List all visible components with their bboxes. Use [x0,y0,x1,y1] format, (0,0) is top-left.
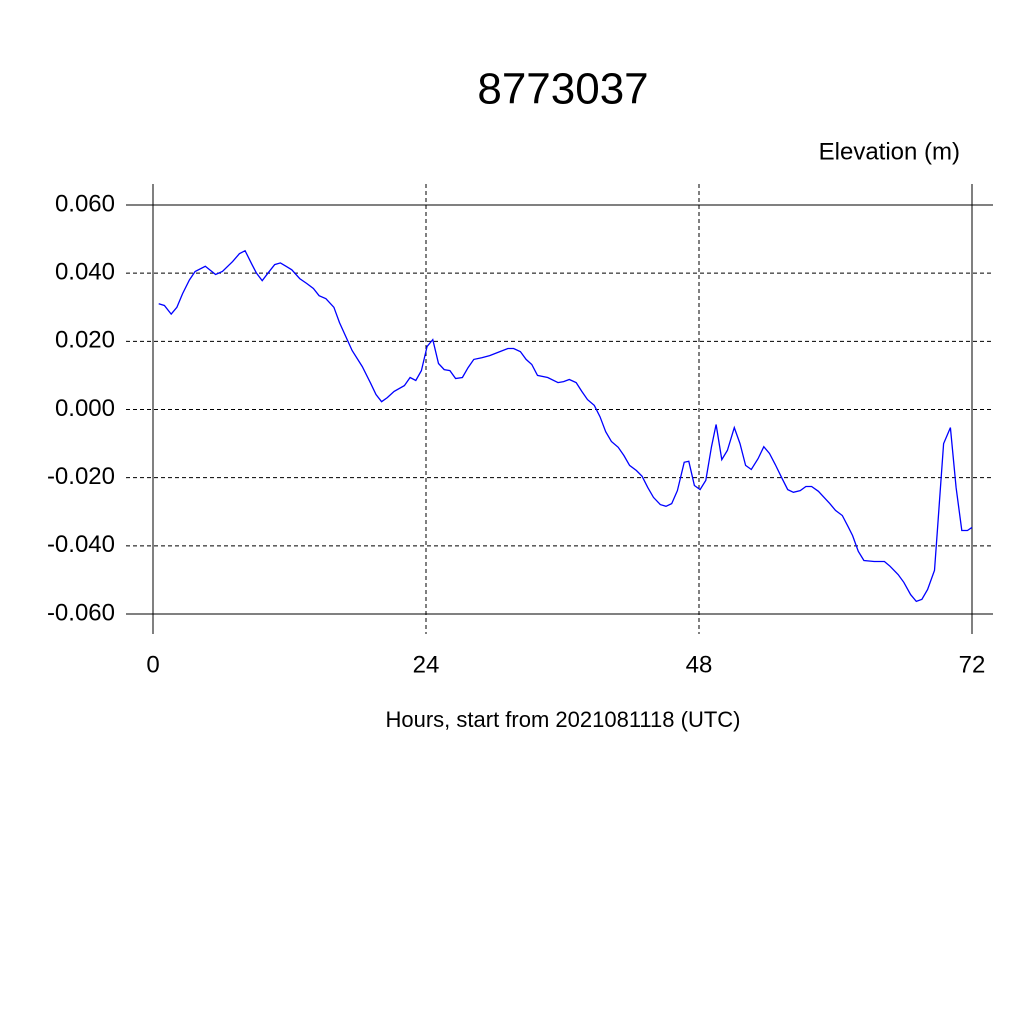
y-tick-label: -0.020 [47,463,115,490]
y-tick-label: 0.020 [55,327,115,354]
x-tick-label: 0 [146,651,159,678]
y-tick-label: 0.040 [55,259,115,286]
chart-title: 8773037 [477,65,648,114]
data-line [158,249,973,603]
x-axis-label: Hours, start from 2021081118 (UTC) [386,707,741,732]
x-tick-label: 48 [686,651,713,678]
y-tick-label: 0.000 [55,395,115,422]
y-axis-label: Elevation (m) [819,138,960,165]
y-tick-label: -0.040 [47,531,115,558]
y-tick-label: -0.060 [47,599,115,626]
x-tick-label: 24 [413,651,440,678]
y-tick-label: 0.060 [55,190,115,217]
x-tick-label: 72 [959,651,986,678]
